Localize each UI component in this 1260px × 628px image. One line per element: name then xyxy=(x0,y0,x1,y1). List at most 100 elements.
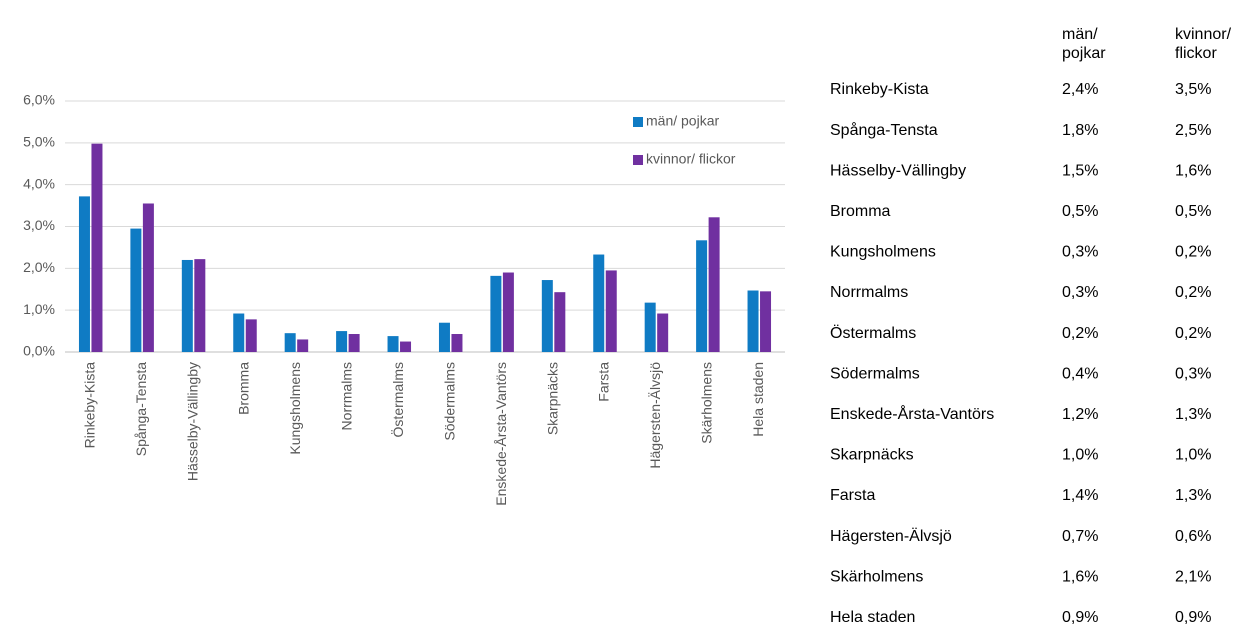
table-cell: 0,2% xyxy=(1175,284,1211,301)
bar xyxy=(284,333,296,352)
bar xyxy=(233,313,245,352)
row-label: Rinkeby-Kista xyxy=(830,81,929,98)
table-cell: 1,5% xyxy=(1062,162,1098,179)
bar xyxy=(78,196,90,352)
x-tick-label: Skarpnäcks xyxy=(544,362,560,435)
table-cell: 0,3% xyxy=(1062,244,1098,261)
bar xyxy=(142,203,154,352)
bar xyxy=(644,302,656,352)
row-label: Bromma xyxy=(830,203,891,220)
table-cell: 1,6% xyxy=(1175,162,1211,179)
column-header: pojkar xyxy=(1062,45,1106,62)
x-tick-label: Hägersten-Älvsjö xyxy=(647,362,663,469)
bar xyxy=(490,275,502,352)
column-header: flickor xyxy=(1175,45,1217,62)
table-cell: 0,3% xyxy=(1062,284,1098,301)
bar xyxy=(348,334,360,352)
x-tick-label: Norrmalms xyxy=(339,362,355,430)
table-cell: 1,0% xyxy=(1062,447,1098,464)
legend-label: män/ pojkar xyxy=(646,113,719,129)
bar xyxy=(387,336,399,352)
x-tick-label: Östermalms xyxy=(389,362,406,437)
bar xyxy=(438,322,450,352)
column-header: kvinnor/ xyxy=(1175,26,1232,43)
table-cell: 0,7% xyxy=(1062,528,1098,545)
table-cell: 1,8% xyxy=(1062,122,1098,139)
table-cell: 2,4% xyxy=(1062,81,1098,98)
bar xyxy=(696,240,708,352)
column-header: män/ xyxy=(1062,26,1098,43)
table-cell: 1,3% xyxy=(1175,487,1211,504)
row-label: Enskede-Årsta-Vantörs xyxy=(830,404,994,423)
row-label: Skärholmens xyxy=(830,568,923,585)
y-tick-label: 1,0% xyxy=(23,301,55,317)
table-cell: 0,9% xyxy=(1062,609,1098,626)
bar xyxy=(593,254,605,352)
bar xyxy=(400,341,412,352)
y-tick-label: 6,0% xyxy=(23,92,55,108)
table-cell: 0,2% xyxy=(1062,325,1098,342)
legend-swatch xyxy=(633,117,643,127)
x-tick-label: Spånga-Tensta xyxy=(133,362,149,456)
row-label: Södermalms xyxy=(830,365,920,382)
table-cell: 0,4% xyxy=(1062,365,1098,382)
y-tick-label: 5,0% xyxy=(23,134,55,150)
legend-swatch xyxy=(633,155,643,165)
bar xyxy=(747,290,759,352)
table-cell: 0,9% xyxy=(1175,609,1211,626)
bar xyxy=(451,334,463,352)
bar xyxy=(554,292,566,352)
row-label: Kungsholmens xyxy=(830,244,936,261)
table-cell: 2,5% xyxy=(1175,122,1211,139)
table-cell: 1,2% xyxy=(1062,406,1098,423)
x-tick-label: Hässelby-Vällingby xyxy=(184,362,200,481)
bar xyxy=(181,259,193,352)
x-tick-label: Södermalms xyxy=(441,362,457,441)
x-tick-label: Bromma xyxy=(236,362,252,415)
row-label: Farsta xyxy=(830,487,875,504)
table-cell: 2,1% xyxy=(1175,568,1211,585)
table-cell: 1,6% xyxy=(1062,568,1098,585)
x-tick-label: Hela staden xyxy=(750,362,766,437)
y-tick-label: 2,0% xyxy=(23,259,55,275)
table-cell: 1,0% xyxy=(1175,447,1211,464)
table-cell: 0,2% xyxy=(1175,325,1211,342)
row-label: Hässelby-Vällingby xyxy=(830,162,966,179)
row-label: Spånga-Tensta xyxy=(830,121,938,139)
x-tick-label: Skärholmens xyxy=(699,362,715,444)
bar xyxy=(130,228,142,352)
row-label: Östermalms xyxy=(830,324,916,342)
table-cell: 3,5% xyxy=(1175,81,1211,98)
bar xyxy=(297,339,309,352)
legend-label: kvinnor/ flickor xyxy=(646,151,736,167)
bar xyxy=(245,319,257,352)
bar xyxy=(336,331,348,352)
y-tick-label: 3,0% xyxy=(23,217,55,233)
table-cell: 1,4% xyxy=(1062,487,1098,504)
table-cell: 0,6% xyxy=(1175,528,1211,545)
bar xyxy=(657,313,669,352)
table-cell: 0,3% xyxy=(1175,365,1211,382)
bar xyxy=(91,143,103,352)
x-tick-label: Enskede-Årsta-Vantörs xyxy=(493,362,509,506)
table-cell: 0,2% xyxy=(1175,244,1211,261)
row-label: Hela staden xyxy=(830,609,915,626)
x-tick-label: Farsta xyxy=(596,362,612,402)
bar xyxy=(605,270,617,352)
table-cell: 0,5% xyxy=(1175,203,1211,220)
x-tick-label: Kungsholmens xyxy=(287,362,303,455)
x-tick-label: Rinkeby-Kista xyxy=(81,362,97,449)
table-cell: 0,5% xyxy=(1062,203,1098,220)
y-tick-label: 4,0% xyxy=(23,175,55,191)
table-cell: 1,3% xyxy=(1175,406,1211,423)
row-label: Norrmalms xyxy=(830,284,908,301)
row-label: Skarpnäcks xyxy=(830,447,914,464)
bar xyxy=(760,291,772,352)
bar xyxy=(541,280,553,352)
bar xyxy=(502,272,514,352)
bar xyxy=(708,217,720,352)
y-tick-label: 0,0% xyxy=(23,343,55,359)
row-label: Hägersten-Älvsjö xyxy=(830,527,952,545)
bar xyxy=(194,259,206,352)
